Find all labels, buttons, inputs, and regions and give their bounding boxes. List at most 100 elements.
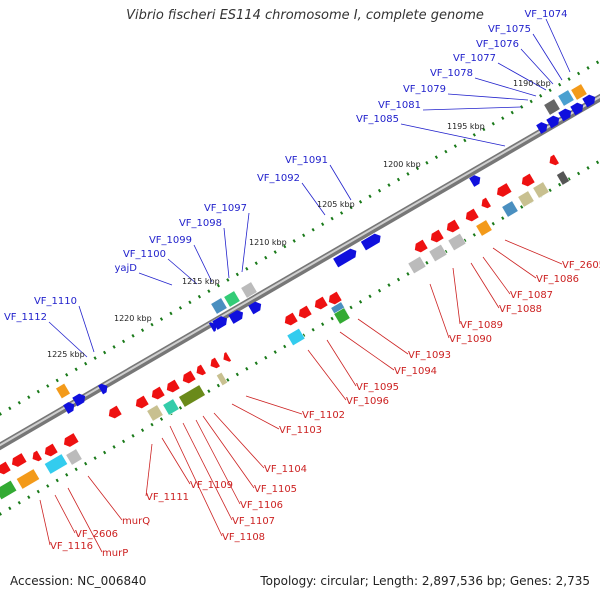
gene-leader-line [301,182,326,216]
gene-label-reverse: VF_1116 [50,541,93,552]
gene-leader-line [231,403,280,430]
gene-label-reverse: VF_1103 [279,425,322,436]
gene-leader-line [492,247,537,279]
gene-leader-line [474,77,537,97]
forward-gene-arrow [558,108,572,122]
gene-leader-line [48,321,88,358]
kbp-position-label: 1220 kbp [114,314,152,323]
gene-label-reverse: VF_1087 [510,290,553,301]
chromosome-backbone-highlight [0,95,600,447]
reverse-gene-arrow [182,370,196,384]
feature-block [0,479,18,501]
kbp-position-label: 1215 kbp [182,277,220,286]
gene-leader-line [169,425,223,537]
feature-block [43,453,69,475]
reverse-gene-arrow [549,154,559,166]
gene-label-reverse: VF_1088 [499,304,542,315]
forward-gene-arrow [582,94,596,108]
gene-leader-line [329,164,352,201]
gene-label-forward: VF_1112 [4,312,47,323]
gene-label-reverse: VF_1093 [408,350,451,361]
forward-gene-arrow [72,393,86,407]
kbp-position-label: 1210 kbp [249,238,287,247]
reverse-gene-arrow [465,208,479,222]
gene-leader-line [67,487,103,553]
feature-block [146,404,164,422]
gene-label-reverse: VF_1108 [222,532,265,543]
reverse-gene-arrow [446,219,460,233]
gene-label-reverse: VF_2605 [562,260,600,271]
gene-leader-line [520,48,554,85]
gene-label-reverse: VF_1090 [449,334,492,345]
gene-leader-line [138,272,173,286]
gene-label-reverse: VF_2606 [75,529,118,540]
reverse-gene-arrow [328,291,342,305]
gene-label-reverse: VF_1107 [232,516,275,527]
reverse-gene-arrow [298,305,312,319]
forward-gene-arrow [208,322,217,332]
gene-label-reverse: VF_1095 [356,382,399,393]
feature-block [570,83,588,101]
reverse-gene-arrow [44,443,58,457]
gene-label-forward: VF_1100 [123,249,166,260]
gene-label-forward: VF_1074 [524,9,567,20]
reverse-gene-arrow [314,296,328,310]
feature-block [178,384,206,408]
gene-leader-line [87,475,123,521]
gene-label-reverse: VF_1111 [146,492,189,503]
gene-leader-line [504,239,563,265]
feature-block [216,371,228,387]
gene-leader-line [400,123,506,147]
feature-block [543,98,561,116]
reverse-gene-arrow [521,173,535,187]
forward-gene-arrow [546,115,560,129]
label-layer: 1190 kbp 1195 kbp 1200 kbp 1205 kbp 1210 kbp… [4,9,600,559]
feature-block [162,398,180,416]
forward-gene-arrow [248,301,262,315]
gene-label-forward: VF_1077 [453,53,496,64]
reverse-gene-arrow [481,197,491,209]
outer-tick-track [0,59,600,416]
gene-label-reverse: VF_1096 [346,396,389,407]
gene-label-reverse: VF_1089 [460,320,503,331]
reverse-gene-arrow [63,433,79,447]
reverse-gene-arrow [430,229,444,243]
gene-label-forward: VF_1110 [34,296,77,307]
gene-leader-line [193,244,213,283]
gene-leader-line [545,18,571,73]
kbp-position-label: 1205 kbp [317,200,355,209]
gene-leader-line [307,349,347,401]
feature-block [517,190,535,208]
reverse-gene-arrow [151,386,165,400]
feature-block [407,255,427,275]
gene-label-forward: VF_1098 [179,218,222,229]
leader-layer [39,18,571,553]
feature-block [65,448,83,466]
gene-leader-line [452,267,461,325]
gene-label-forward: yajD [114,263,137,274]
gene-label-reverse: VF_1104 [264,464,307,475]
kbp-position-label: 1200 kbp [383,160,421,169]
reverse-gene-arrow [496,183,512,197]
gene-leader-line [357,318,409,355]
reverse-gene-arrow [210,357,220,369]
gene-label-forward: VF_1097 [204,203,247,214]
gene-leader-line [78,305,95,353]
reverse-gene-arrow [414,239,428,253]
gene-leader-line [223,227,230,279]
reverse-gene-arrow [108,405,122,419]
reverse-gene-arrow [32,450,42,462]
kbp-position-label: 1195 kbp [447,122,485,131]
reverse-gene-arrow [11,453,27,467]
gene-leader-line [161,437,191,485]
feature-block [223,290,241,308]
gene-leader-line [241,212,250,273]
gene-leader-line [429,283,450,339]
gene-leader-line [182,422,233,521]
gene-leader-line [167,258,198,285]
gene-leader-line [202,415,255,489]
gene-leader-line [532,33,563,81]
forward-gene-arrow [570,102,584,116]
gene-label-reverse: murQ [122,516,150,527]
